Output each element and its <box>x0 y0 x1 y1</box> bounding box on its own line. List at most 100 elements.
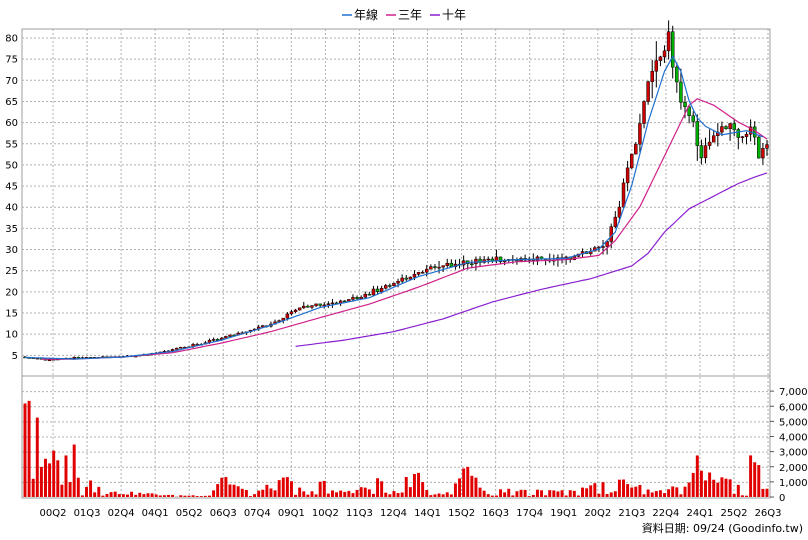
candle-body <box>613 216 618 227</box>
volume-bar <box>68 482 72 497</box>
candle-body <box>707 141 712 146</box>
volume-bar <box>236 486 240 497</box>
candle <box>363 291 367 299</box>
volume-bar <box>691 472 695 497</box>
volume-tick-label: 4,000 <box>779 433 808 444</box>
volume-bar <box>314 494 318 497</box>
candle <box>441 265 445 273</box>
candle-body <box>174 347 179 350</box>
candle-body <box>408 276 413 280</box>
candle-body <box>449 262 454 267</box>
candle-body <box>351 297 355 300</box>
volume-bar <box>330 490 334 497</box>
volume-bar <box>708 472 712 497</box>
candle-body <box>400 277 404 282</box>
volume-bar <box>138 492 142 497</box>
candle-body <box>392 282 396 286</box>
volume-bar <box>732 493 736 497</box>
volume-bar <box>412 474 416 497</box>
candle <box>420 270 425 274</box>
volume-bar <box>265 484 269 497</box>
candle <box>384 283 388 290</box>
candle-body <box>441 265 445 268</box>
x-tick-label: 14Q1 <box>414 508 441 519</box>
volume-bar <box>294 494 298 497</box>
volume-bar <box>474 477 478 497</box>
candle-body <box>396 281 400 284</box>
candle <box>404 275 408 282</box>
candle-body <box>634 143 638 155</box>
candle-body <box>617 206 622 218</box>
candle <box>392 282 396 286</box>
volume-bar <box>269 488 273 497</box>
candle-body <box>605 241 609 247</box>
volume-bar <box>564 495 568 497</box>
candle <box>691 111 695 128</box>
volume-bar <box>753 462 757 497</box>
candle-body <box>744 133 749 137</box>
volume-bar <box>207 495 211 497</box>
volume-bar <box>31 478 35 497</box>
volume-bar <box>48 463 52 497</box>
volume-bar <box>585 488 589 497</box>
volume-bar <box>433 494 437 497</box>
candle <box>371 285 376 296</box>
candle-body <box>679 81 683 103</box>
x-tick-label: 11Q3 <box>346 508 373 519</box>
candle-body <box>388 285 392 287</box>
volume-bar <box>429 495 433 497</box>
candle-body <box>76 357 81 359</box>
candle <box>179 346 183 349</box>
candle-body <box>437 266 441 269</box>
volume-bar <box>453 483 457 497</box>
volume-bar <box>630 487 634 497</box>
price-tick-label: 80 <box>5 33 18 44</box>
candle-body <box>326 303 331 306</box>
price-plot-frame <box>21 28 771 377</box>
candle <box>625 160 630 192</box>
candle-body <box>47 359 52 362</box>
candle <box>224 335 228 339</box>
x-tick-label: 15Q2 <box>448 508 475 519</box>
volume-bar <box>572 490 576 497</box>
candle-body <box>379 288 384 292</box>
candle-body <box>429 266 433 270</box>
candle <box>744 131 749 145</box>
volume-bar <box>679 494 683 497</box>
volume-bar <box>425 490 429 497</box>
candle <box>318 303 322 308</box>
volume-bar <box>195 496 199 497</box>
volume-bar <box>216 484 220 497</box>
price-tick-label: 15 <box>5 309 18 320</box>
volume-bar <box>60 484 64 497</box>
volume-bar <box>150 493 154 497</box>
candle <box>347 299 351 302</box>
volume-bar <box>667 489 671 497</box>
candle-body <box>638 123 642 145</box>
x-tick-label: 05Q2 <box>176 508 203 519</box>
candle-body <box>699 145 704 159</box>
candle <box>642 100 646 129</box>
candle <box>367 291 372 296</box>
candle-body <box>642 101 646 124</box>
volume-bar <box>23 403 27 497</box>
volume-bar <box>535 489 539 497</box>
legend: 年線 三年 十年 <box>342 7 466 22</box>
volume-bar <box>64 455 68 497</box>
candle-body <box>670 31 675 68</box>
candle <box>621 178 626 208</box>
candle-body <box>228 334 232 337</box>
volume-bar <box>445 492 449 497</box>
volume-bar <box>380 481 384 497</box>
volume-bar <box>404 477 408 497</box>
ma-1-year-line <box>24 55 764 360</box>
volume-bar <box>622 479 625 497</box>
volume-bar <box>363 487 367 497</box>
volume-bar <box>126 494 129 497</box>
candle-body <box>498 256 503 263</box>
candle <box>388 283 392 288</box>
candle-body <box>322 304 326 307</box>
grid-lines <box>22 29 770 497</box>
candle-body <box>425 268 429 273</box>
volume-bar <box>191 495 195 497</box>
